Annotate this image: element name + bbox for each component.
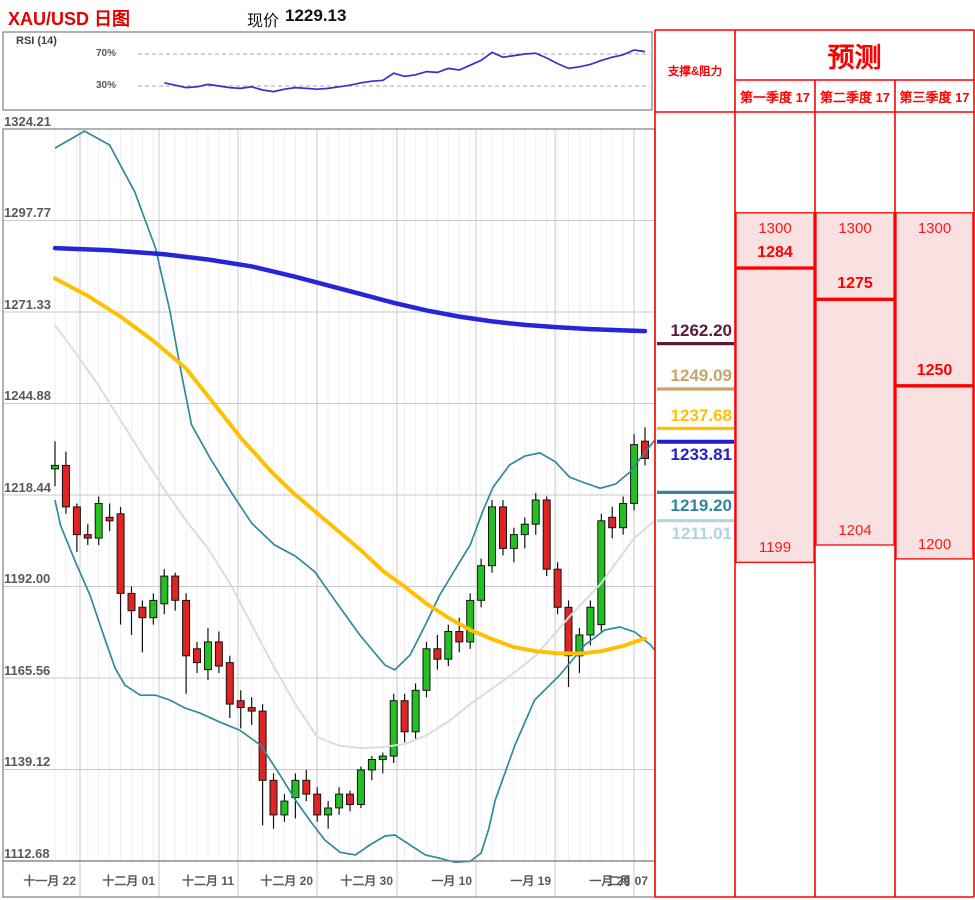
rsi-line <box>164 49 646 93</box>
forecast-low-value: 1204 <box>838 521 872 539</box>
price-axis-tick: 1218.44 <box>4 479 51 495</box>
support-resistance-header: 支撑&阻力 <box>667 66 723 78</box>
sr-level-value: 1233.81 <box>670 445 732 465</box>
current-price-label: 现价 <box>247 13 280 30</box>
forecast-quarter-header: 第一季度 17 <box>739 89 811 105</box>
date-axis-tick: 十二月 01 <box>102 874 155 888</box>
date-axis-tick: 十一月 22 <box>23 874 76 888</box>
forecast-mid-value: 1275 <box>837 275 873 293</box>
current-price-value: 1229.13 <box>285 6 347 25</box>
band-lower-line <box>54 499 656 864</box>
forecast-low-value: 1199 <box>758 539 792 557</box>
date-axis-tick: 十二月 20 <box>260 874 313 888</box>
forecast-high-value: 1300 <box>917 219 952 237</box>
page-title: XAU/USD 日图 <box>8 9 131 29</box>
price-axis-tick: 1244.88 <box>4 388 51 403</box>
forecast-high-value: 1300 <box>838 219 872 237</box>
sr-level-value: 1249.09 <box>670 366 732 386</box>
date-axis-tick: 一月 10 <box>431 874 472 888</box>
date-axis-tick: 十二月 30 <box>340 874 393 888</box>
sr-level-value: 1237.68 <box>670 405 732 425</box>
price-axis-tick: 1297.77 <box>4 205 51 220</box>
price-axis-tick: 1139.12 <box>4 754 51 769</box>
sr-level-value: 1262.20 <box>670 321 732 341</box>
forecast-quarter-header: 第三季度 17 <box>899 89 970 105</box>
forecast-mid-value: 1250 <box>916 361 953 379</box>
price-axis-tick: 1112.68 <box>4 845 50 861</box>
candlesticks <box>51 427 649 829</box>
forecast-quarter-header: 第二季度 17 <box>819 89 891 105</box>
price-axis-tick: 1165.56 <box>4 662 51 678</box>
ma-gray-line <box>54 324 656 750</box>
sr-level-value: 1219.20 <box>670 495 732 515</box>
rsi-upper-level-label: 70% <box>96 48 117 59</box>
date-axis-tick: 十二月 11 <box>181 874 234 888</box>
forecast-range-box <box>815 212 895 546</box>
forecast-title: 预测 <box>827 42 882 73</box>
band-upper-line <box>54 130 656 671</box>
rsi-indicator-label: RSI (14) <box>16 35 57 47</box>
ma-blue-line <box>52 245 648 334</box>
price-axis-tick: 1271.33 <box>4 296 51 312</box>
forecast-high-value: 1300 <box>758 219 792 237</box>
forecast-mid-value: 1284 <box>757 244 793 262</box>
ma-yellow-line <box>53 276 647 656</box>
sr-level-value: 1211.01 <box>671 524 732 544</box>
price-axis-tick: 1324.21 <box>4 113 51 129</box>
rsi-panel-border <box>2 31 653 111</box>
forecast-range-box <box>735 212 815 563</box>
date-axis-tick: 一月 19 <box>510 874 551 888</box>
rsi-lower-level-label: 30% <box>96 80 117 91</box>
date-axis-tick: 二月 07 <box>607 874 648 888</box>
forecast-low-value: 1200 <box>917 535 952 553</box>
price-axis-tick: 1192.00 <box>4 571 51 586</box>
date-axis-tick: 一月 29 <box>589 874 630 888</box>
